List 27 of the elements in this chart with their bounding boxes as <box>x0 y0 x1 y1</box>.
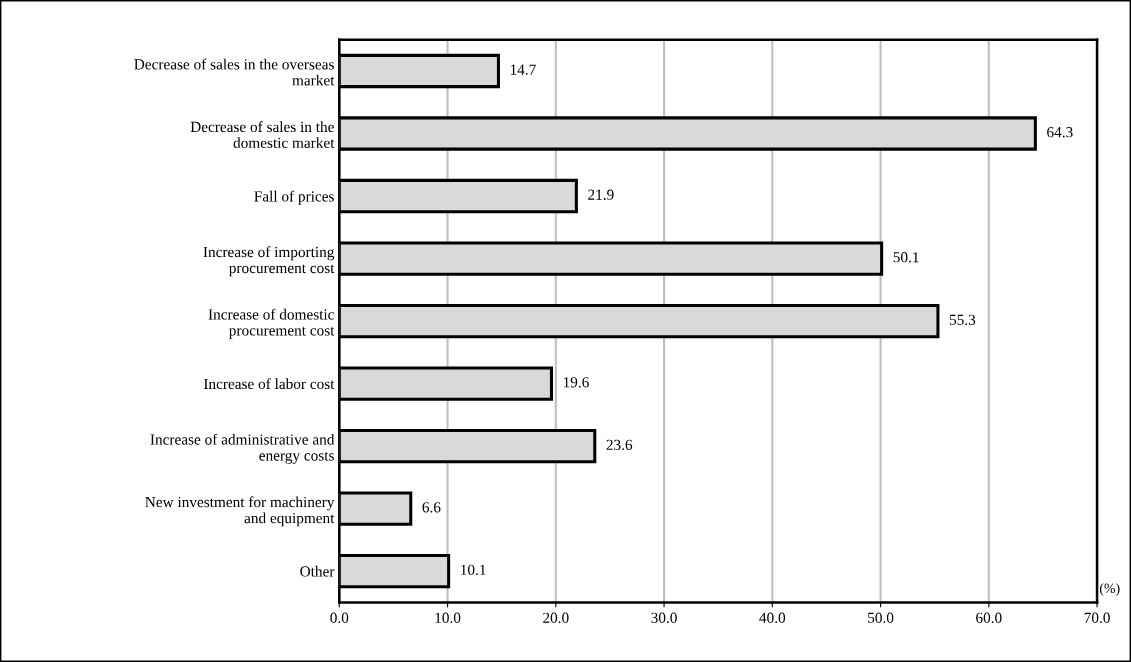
y-tick-label: Increase of labor cost <box>203 378 335 390</box>
data-label: 23.6 <box>606 439 633 451</box>
data-label: 6.6 <box>422 502 441 513</box>
y-tick-label: Decrease of sales in the domestic market <box>190 121 335 148</box>
y-tick-label: Increase of domestic procurement cost <box>208 308 335 339</box>
data-label: 10.1 <box>461 564 486 576</box>
data-label: 64.3 <box>1047 127 1073 138</box>
data-label: 50.1 <box>893 252 919 263</box>
x-tick-label: 40.0 <box>759 612 786 623</box>
x-tick-label: 70.0 <box>1084 612 1110 623</box>
data-label: 55.3 <box>949 314 976 325</box>
data-label: 14.7 <box>510 64 536 75</box>
y-tick-label: Increase of administrative and energy costs <box>150 433 335 464</box>
y-tick-label: Decrease of sales in the overseas market <box>134 58 335 86</box>
y-tick-label: Fall of prices <box>254 190 334 205</box>
data-label: 19.6 <box>563 377 589 388</box>
x-tick-label: 10.0 <box>435 612 461 623</box>
data-label: 21.9 <box>588 189 614 200</box>
x-tick-label: 30.0 <box>651 612 677 623</box>
x-tick-label: 60.0 <box>976 612 1002 623</box>
y-tick-label: New investment for machinery and equipment <box>145 496 335 527</box>
x-tick-label: 0.0 <box>330 612 349 623</box>
y-tick-label: Other <box>300 565 335 577</box>
x-tick-label: 20.0 <box>543 612 569 623</box>
y-tick-label: Increase of importing procurement cost <box>203 246 335 277</box>
text: (%) <box>1099 583 1120 596</box>
x-tick-label: 50.0 <box>868 612 894 623</box>
